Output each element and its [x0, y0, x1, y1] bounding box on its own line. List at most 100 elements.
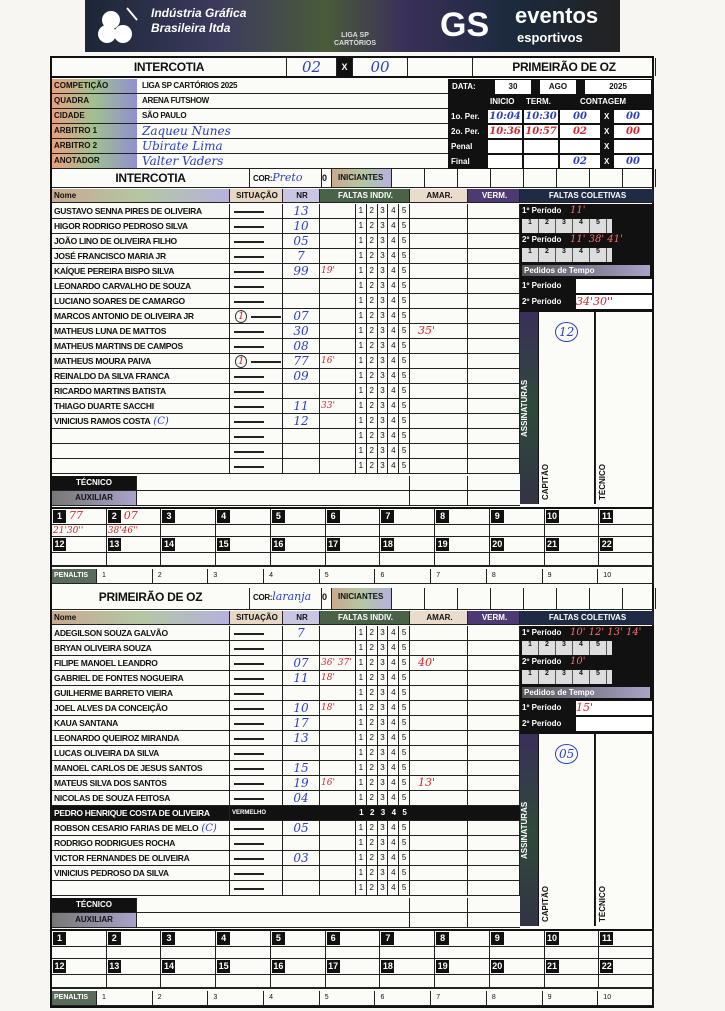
goal-slot[interactable]: 4	[216, 929, 271, 959]
foul-box[interactable]: 1	[356, 234, 367, 248]
yellow-card[interactable]	[410, 354, 468, 368]
foul-box[interactable]: 3	[378, 836, 389, 850]
foul-box[interactable]: 4	[388, 414, 400, 428]
foul-box[interactable]: 1	[356, 429, 367, 443]
player-situacao[interactable]	[230, 791, 283, 805]
yellow-card[interactable]	[410, 264, 468, 278]
goal-slot[interactable]: 1	[52, 929, 107, 959]
foul-box[interactable]: 4	[388, 264, 400, 278]
yellow-card[interactable]	[410, 866, 468, 880]
penalty-slot[interactable]: 2	[153, 991, 209, 1005]
foul-box[interactable]: 4	[388, 204, 400, 218]
penalty-slot[interactable]: 1	[97, 569, 153, 583]
foul-box[interactable]: 4	[388, 776, 400, 790]
goal-slot[interactable]: 8	[435, 929, 490, 959]
yellow-card[interactable]	[410, 399, 468, 413]
foul-box[interactable]: 1	[356, 219, 367, 233]
yellow-card[interactable]	[410, 459, 468, 473]
foul-box[interactable]: 4	[388, 671, 400, 685]
player-number[interactable]: 30	[283, 324, 320, 338]
foul-box[interactable]: 1	[356, 249, 367, 263]
foul-box[interactable]: 1	[356, 716, 367, 730]
foul-box[interactable]: 5	[399, 354, 409, 368]
player-situacao[interactable]	[230, 459, 283, 473]
goal-slot[interactable]: 1 77 21'30''	[52, 507, 107, 537]
red-card[interactable]	[468, 279, 520, 293]
red-card[interactable]	[468, 264, 520, 278]
coletiva-box[interactable]: 3	[556, 670, 573, 684]
coletiva-box[interactable]: 3	[556, 219, 573, 233]
foul-box[interactable]: 2	[367, 851, 378, 865]
yellow-card[interactable]	[410, 204, 468, 218]
foul-box[interactable]: 1	[356, 641, 367, 655]
player-number[interactable]: 05	[283, 821, 320, 835]
foul-box[interactable]: 4	[388, 339, 400, 353]
foul-box[interactable]: 3	[378, 204, 389, 218]
red-card[interactable]	[468, 444, 520, 458]
coletiva-box[interactable]: 1	[522, 219, 539, 233]
yellow-card[interactable]	[410, 671, 468, 685]
foul-box[interactable]: 1	[356, 324, 367, 338]
penalty-slot[interactable]: 7	[431, 991, 487, 1005]
goal-slot[interactable]: 15	[216, 537, 271, 567]
foul-box[interactable]: 3	[378, 656, 389, 670]
foul-box[interactable]: 3	[378, 731, 389, 745]
coach-signature-box[interactable]: TÉCNICO	[595, 734, 652, 926]
yellow-card[interactable]	[410, 429, 468, 443]
auxiliar-name[interactable]	[137, 913, 410, 927]
foul-box[interactable]: 3	[378, 219, 389, 233]
foul-box[interactable]: 2	[367, 264, 378, 278]
goal-slot[interactable]: 6	[325, 507, 381, 537]
player-situacao[interactable]	[230, 249, 283, 263]
foul-box[interactable]: 5	[399, 641, 409, 655]
player-number[interactable]: 13	[283, 204, 320, 218]
foul-box[interactable]: 4	[388, 234, 400, 248]
player-number[interactable]	[283, 279, 320, 293]
foul-box[interactable]: 3	[378, 279, 389, 293]
foul-box[interactable]: 3	[378, 249, 389, 263]
foul-box[interactable]: 3	[378, 234, 389, 248]
foul-box[interactable]: 4	[388, 701, 400, 715]
foul-box[interactable]: 5	[399, 384, 409, 398]
red-card[interactable]	[468, 851, 520, 865]
player-number[interactable]: 11	[283, 671, 320, 685]
foul-box[interactable]: 3	[378, 369, 389, 383]
foul-box[interactable]: 2	[367, 444, 378, 458]
foul-box[interactable]: 2	[367, 399, 378, 413]
goal-slot[interactable]: 20	[489, 537, 545, 567]
foul-box[interactable]: 5	[399, 671, 409, 685]
player-number[interactable]	[283, 836, 320, 850]
foul-box[interactable]: 2	[367, 369, 378, 383]
red-card[interactable]	[468, 204, 520, 218]
red-card[interactable]	[468, 399, 520, 413]
foul-box[interactable]: 5	[399, 686, 409, 700]
goal-slot[interactable]: 13	[106, 537, 162, 567]
foul-box[interactable]: 5	[399, 234, 409, 248]
player-situacao[interactable]	[230, 429, 283, 443]
penalty-slot[interactable]: 4	[264, 991, 320, 1005]
foul-box[interactable]: 1	[356, 671, 367, 685]
foul-box[interactable]: 4	[388, 354, 400, 368]
foul-box[interactable]: 2	[367, 279, 378, 293]
foul-box[interactable]: 1	[356, 339, 367, 353]
goal-slot[interactable]: 12	[52, 537, 107, 567]
red-card[interactable]	[468, 249, 520, 263]
foul-box[interactable]: 5	[399, 414, 409, 428]
goal-slot[interactable]: 6	[325, 929, 381, 959]
foul-box[interactable]: 5	[399, 656, 409, 670]
foul-box[interactable]: 2	[367, 294, 378, 308]
foul-box[interactable]: 2	[367, 429, 378, 443]
foul-box[interactable]: 2	[367, 881, 378, 895]
red-card[interactable]	[468, 821, 520, 835]
player-situacao[interactable]	[230, 836, 283, 850]
player-number[interactable]: 03	[283, 851, 320, 865]
goal-slot[interactable]: 2	[106, 929, 162, 959]
goal-slot[interactable]: 2 07 38'46''	[106, 507, 162, 537]
player-situacao[interactable]	[230, 414, 283, 428]
coletiva-box[interactable]: 4	[573, 248, 590, 262]
red-card[interactable]	[468, 731, 520, 745]
foul-box[interactable]: 5	[399, 731, 409, 745]
coletiva-box[interactable]: 1	[522, 670, 539, 684]
foul-box[interactable]: 3	[378, 294, 389, 308]
player-situacao[interactable]	[230, 701, 283, 715]
